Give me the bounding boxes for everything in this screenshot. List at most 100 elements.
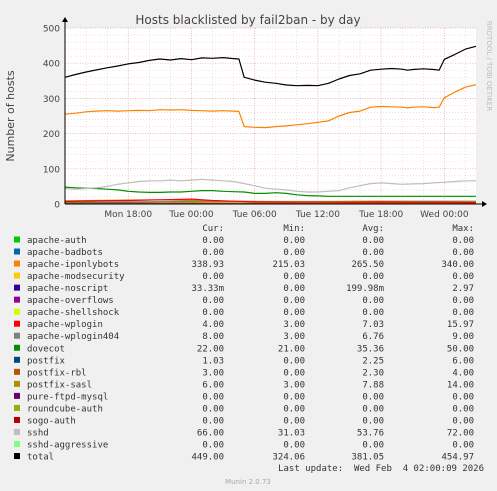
legend-name: pure-ftpd-mysql [27,392,108,402]
legend-swatch [14,236,20,243]
legend-cur-value: 1.03 [202,356,224,366]
legend-swatch [14,308,20,315]
legend-cur-value: 0.00 [202,272,224,282]
chart-title: Hosts blacklisted by fail2ban - by day [135,13,360,27]
legend-name: apache-modsecurity [27,272,125,282]
y-tick-label: 0 [54,201,60,211]
legend-header-cur: Cur: [202,224,224,234]
legend-min-value: 21.00 [278,344,305,354]
legend-max-value: 14.00 [447,380,474,390]
legend-max-value: 0.00 [452,248,474,258]
y-axis-arrow [62,17,68,22]
legend-avg-value: 0.00 [362,404,384,414]
legend-avg-value: 0.00 [362,308,384,318]
legend-name: roundcube-auth [27,404,103,414]
legend-cur-value: 22.00 [197,344,224,354]
x-tick-label: Tue 00:00 [168,210,213,220]
legend-swatch [14,332,20,339]
legend-swatch [14,320,20,327]
legend-row-postfix-rbl: postfix-rbl 3.00 0.00 2.30 4.00 [14,368,474,378]
legend-name: apache-wplogin404 [27,332,119,342]
legend-avg-value: 7.03 [362,320,384,330]
legend-name: apache-noscript [27,284,108,294]
legend-min-value: 0.00 [283,441,305,451]
legend-row-apache-noscript: apache-noscript 33.33m 0.00 199.98m 2.97 [14,284,474,294]
legend-row-postfix: postfix 1.03 0.00 2.25 6.00 [14,356,474,366]
x-tick-label: Wed 00:00 [420,210,469,220]
legend-cur-value: 0.00 [202,236,224,246]
legend-name: sshd-aggressive [27,441,108,451]
legend-swatch [14,272,20,279]
legend-swatch [14,441,20,448]
legend-max-value: 0.00 [452,404,474,414]
legend-avg-value: 7.88 [362,380,384,390]
legend-avg-value: 2.30 [362,368,384,378]
legend-min-value: 0.00 [283,248,305,258]
legend-swatch [14,453,20,460]
rrdtool-watermark: RRDTOOL / TOBI OETIKER [485,21,493,111]
legend-min-value: 0.00 [283,308,305,318]
axes [62,17,487,207]
legend-row-apache-wplogin: apache-wplogin 4.00 3.00 7.03 15.97 [14,320,474,330]
legend-avg-value: 0.00 [362,441,384,451]
legend-max-value: 50.00 [447,344,474,354]
legend-min-value: 3.00 [283,320,305,330]
legend-avg-value: 0.00 [362,392,384,402]
legend-min-value: 3.00 [283,332,305,342]
legend-name: apache-auth [27,236,87,246]
legend-swatch [14,404,20,411]
legend-max-value: 0.00 [452,236,474,246]
series-line-total [64,45,477,87]
legend-cur-value: 338.93 [191,260,224,270]
legend-avg-value: 35.36 [357,344,384,354]
legend-avg-value: 53.76 [357,428,384,438]
legend-swatch [14,392,20,399]
legend-name: postfix [27,356,66,366]
legend-row-pure-ftpd-mysql: pure-ftpd-mysql 0.00 0.00 0.00 0.00 [14,392,474,402]
y-tick-label: 300 [43,95,60,105]
legend-cur-value: 66.00 [197,428,224,438]
legend-header-avg: Avg: [362,224,384,234]
legend-max-value: 0.00 [452,296,474,306]
tick-labels: 0 100 200 300 400 500 Mon 18:00 Tue 00:00 Tue 06… [43,25,469,221]
legend-row-total: total 449.00 324.06 381.05 454.97 [14,453,474,463]
legend-max-value: 4.00 [452,368,474,378]
legend-min-value: 0.00 [283,404,305,414]
legend-min-value: 0.00 [283,236,305,246]
legend-avg-value: 0.00 [362,272,384,282]
last-update: Last update: Wed Feb 4 02:00:09 2026 [278,464,484,474]
x-tick-label: Tue 12:00 [295,210,340,220]
legend-swatch [14,416,20,423]
legend-row-sshd-aggressive: sshd-aggressive 0.00 0.00 0.00 0.00 [14,441,474,451]
plot-area [65,28,476,204]
legend-min-value: 0.00 [283,416,305,426]
legend-cur-value: 0.00 [202,296,224,306]
legend-min-value: 0.00 [283,284,305,294]
legend-max-value: 9.00 [452,332,474,342]
legend-name: apache-shellshock [27,308,120,318]
legend-name: apache-overflows [27,296,114,306]
legend-min-value: 0.00 [283,356,305,366]
legend-cur-value: 3.00 [202,368,224,378]
legend-swatch [14,248,20,255]
legend-name: sogo-auth [27,416,76,426]
legend-max-value: 15.97 [447,320,474,330]
legend-max-value: 2.97 [452,284,474,294]
legend-row-dovecot: dovecot 22.00 21.00 35.36 50.00 [14,344,474,354]
legend-max-value: 72.00 [447,428,474,438]
legend-min-value: 324.06 [272,453,305,463]
legend-cur-value: 0.00 [202,441,224,451]
legend-swatch [14,368,20,375]
legend-max-value: 454.97 [441,453,474,463]
legend-min-value: 0.00 [283,272,305,282]
legend-avg-value: 265.50 [351,260,384,270]
legend-name: apache-iponlybots [27,260,119,270]
legend-row-apache-auth: apache-auth 0.00 0.00 0.00 0.00 [14,236,474,246]
legend-header-min: Min: [283,224,305,234]
legend-max-value: 0.00 [452,392,474,402]
legend-max-value: 6.00 [452,356,474,366]
legend-cur-value: 8.00 [202,332,224,342]
legend-row-sshd: sshd 66.00 31.03 53.76 72.00 [14,428,474,438]
legend-avg-value: 0.00 [362,296,384,306]
